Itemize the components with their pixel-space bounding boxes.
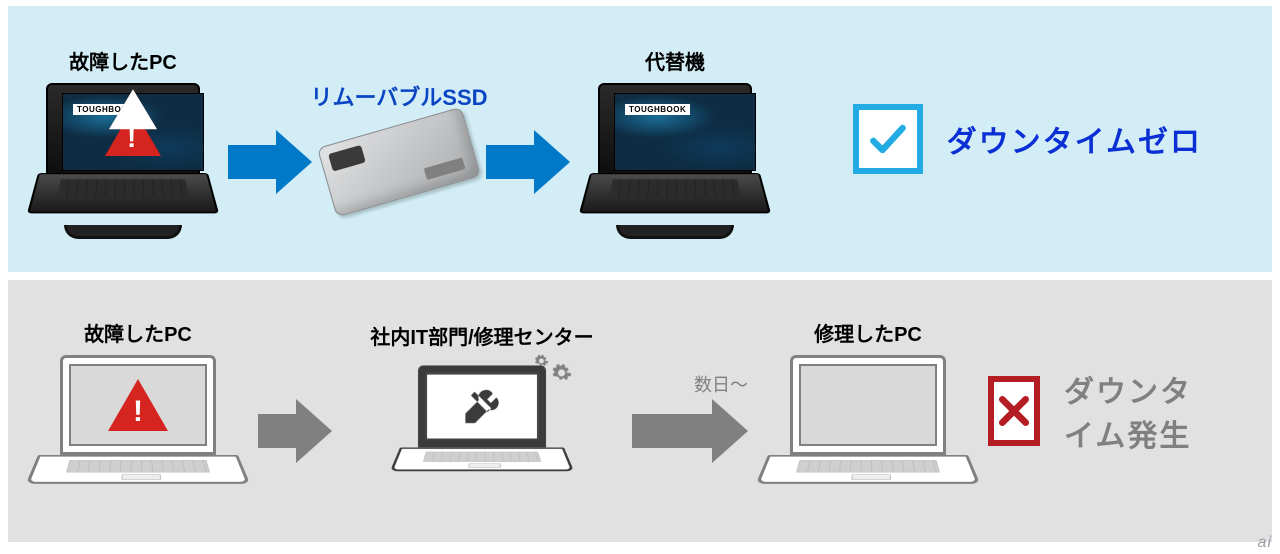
broken-pc-block: 故障したPC <box>38 318 238 505</box>
result-text: ダウンタイム発生 <box>1064 367 1202 455</box>
replacement-pc-label: 代替機 <box>645 46 705 75</box>
arrow-right-icon <box>632 399 748 463</box>
scenario-repair-center: 故障したPC 社内IT部門/修理センター <box>8 280 1272 542</box>
replacement-pc-block: 代替機 TOUGHBOOK <box>590 46 760 233</box>
repaired-pc-block: 修理したPC <box>768 318 968 505</box>
result-zero-downtime: ダウンタイムゼロ <box>853 104 1242 174</box>
scenario-ssd-swap: 故障したPC TOUGHBOOK リムーバブルSSD <box>8 6 1272 272</box>
rugged-laptop-ok-icon: TOUGHBOOK <box>590 83 760 233</box>
laptop-brand-badge: TOUGHBOOK <box>625 104 690 115</box>
arrow-to-repair <box>258 399 332 463</box>
broken-pc-label: 故障したPC <box>69 46 177 75</box>
broken-pc-label: 故障したPC <box>84 318 192 347</box>
wrench-screwdriver-icon <box>460 384 504 428</box>
days-note: 数日～ <box>694 371 748 397</box>
repaired-pc-label: 修理したPC <box>814 318 922 347</box>
arrow-right-icon <box>486 130 570 194</box>
arrow-right-icon <box>228 130 312 194</box>
laptop-broken-icon <box>38 355 238 505</box>
ssd-transfer-block: リムーバブルSSD <box>228 80 570 198</box>
rugged-laptop-broken-icon: TOUGHBOOK <box>38 83 208 233</box>
checkbox-checked-icon <box>853 104 923 174</box>
arrow-right-icon <box>258 399 332 463</box>
arrow-to-repaired: 数日～ <box>632 399 748 463</box>
checkbox-cross-icon <box>988 376 1040 446</box>
warning-triangle-icon <box>108 379 168 431</box>
watermark: ai <box>1258 534 1272 552</box>
ssd-label: リムーバブルSSD <box>310 80 487 112</box>
warning-triangle-icon <box>105 108 161 156</box>
laptop-repair-icon <box>400 365 564 488</box>
gear-icon <box>534 353 547 366</box>
result-text: ダウンタイムゼロ <box>947 117 1202 161</box>
result-downtime-occurs: ダウンタイム発生 <box>988 367 1242 455</box>
removable-ssd-icon <box>317 107 481 218</box>
broken-pc-block: 故障したPC TOUGHBOOK <box>38 46 208 233</box>
repair-center-block: 社内IT部門/修理センター <box>352 321 612 502</box>
gear-icon <box>551 362 569 380</box>
laptop-ok-icon <box>768 355 968 505</box>
repair-center-label: 社内IT部門/修理センター <box>370 321 593 350</box>
